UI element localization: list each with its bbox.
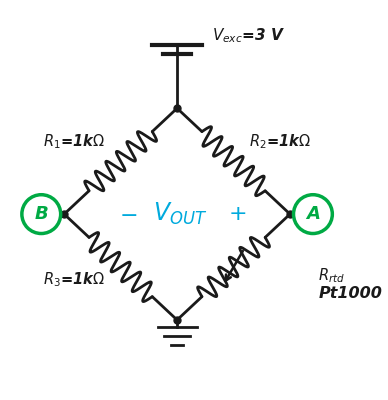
Text: $+$: $+$ — [228, 204, 246, 224]
Text: $R_{rtd}$: $R_{rtd}$ — [318, 266, 345, 285]
Text: $R_3$=1k$\Omega$: $R_3$=1k$\Omega$ — [43, 270, 105, 289]
Text: A: A — [306, 205, 320, 223]
Text: $V_{exc}$=3 V: $V_{exc}$=3 V — [212, 26, 286, 45]
Text: $-$: $-$ — [119, 204, 137, 224]
Text: $R_2$=1k$\Omega$: $R_2$=1k$\Omega$ — [249, 132, 311, 151]
Text: B: B — [35, 205, 48, 223]
Text: $V_{OUT}$: $V_{OUT}$ — [153, 201, 208, 227]
Text: Pt1000: Pt1000 — [318, 286, 382, 301]
Text: $R_1$=1k$\Omega$: $R_1$=1k$\Omega$ — [43, 132, 105, 151]
